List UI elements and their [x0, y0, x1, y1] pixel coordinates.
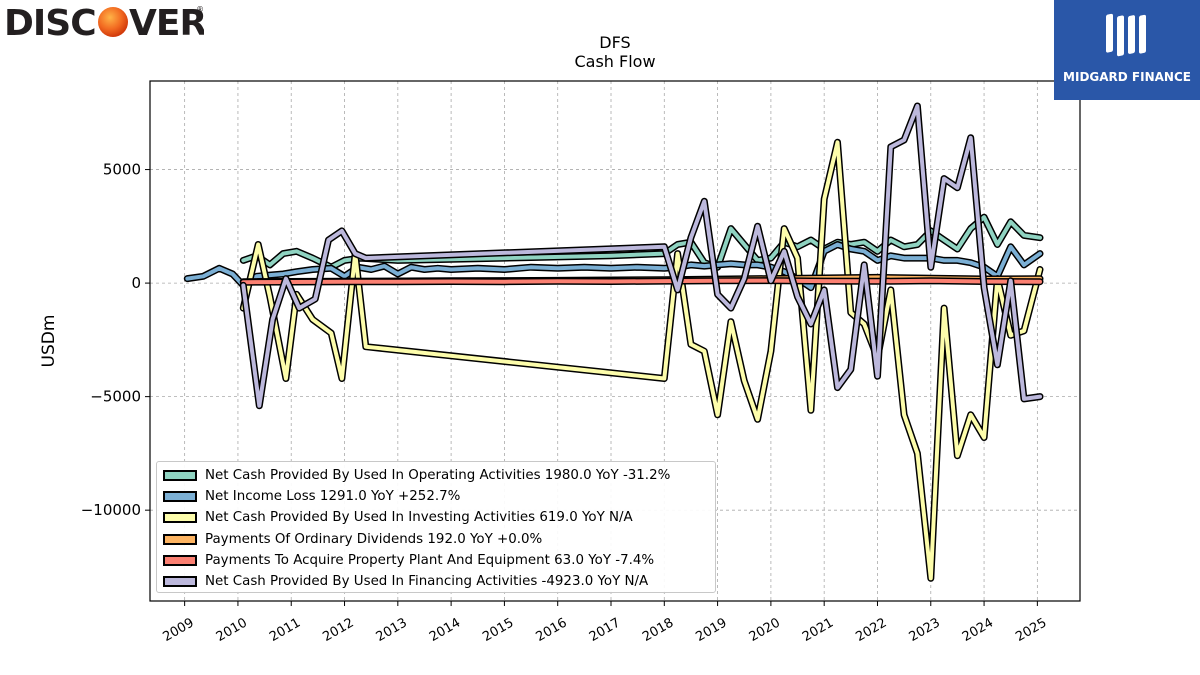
legend-label: Net Income Loss 1291.0 YoY +252.7%: [205, 489, 461, 505]
svg-text:DISC: DISC: [4, 3, 96, 42]
svg-text:VER: VER: [129, 3, 204, 42]
y-tick-label: −10000: [81, 501, 141, 519]
legend-label: Net Cash Provided By Used In Investing A…: [205, 510, 633, 526]
y-tick-label: −5000: [90, 388, 141, 406]
legend-swatch: [163, 491, 197, 503]
series-3-line: [239, 138, 1044, 582]
legend-label: Payments Of Ordinary Dividends 192.0 YoY…: [205, 531, 543, 547]
legend-swatch: [163, 576, 197, 588]
series-5-line: [239, 277, 1044, 286]
series-lines: [183, 102, 1044, 582]
chart-subtitle: Cash Flow: [574, 52, 655, 71]
legend-label: Net Cash Provided By Used In Financing A…: [205, 574, 649, 590]
grid-lines: [150, 81, 1080, 601]
discover-logo-mark: DISC VER ®: [4, 3, 207, 44]
legend-item: Net Income Loss 1291.0 YoY +252.7%: [163, 486, 709, 507]
series-stroke: [241, 104, 1042, 408]
legend-item: Net Cash Provided By Used In Operating A…: [163, 465, 709, 486]
y-tick-label: 0: [131, 274, 141, 292]
legend-swatch: [163, 470, 197, 482]
chart-title: DFS: [599, 33, 630, 52]
series-stroke: [241, 140, 1042, 581]
series-stroke: [241, 215, 1042, 270]
legend-swatch: [163, 533, 197, 545]
discover-logo: DISC VER ®: [4, 2, 207, 44]
midgard-finance-logo: MIDGARD FINANCE: [1054, 0, 1200, 100]
series-stroke: [241, 278, 1042, 285]
svg-text:®: ®: [196, 5, 204, 14]
legend-item: Payments Of Ordinary Dividends 192.0 YoY…: [163, 529, 709, 550]
series-6-line: [239, 102, 1044, 410]
legend-label: Net Cash Provided By Used In Operating A…: [205, 468, 671, 484]
legend-item: Net Cash Provided By Used In Investing A…: [163, 507, 709, 528]
legend-label: Payments To Acquire Property Plant And E…: [205, 552, 655, 568]
series-1-line: [239, 213, 1044, 271]
legend-item: Payments To Acquire Property Plant And E…: [163, 550, 709, 571]
plot-frame: [149, 80, 1081, 602]
midgard-logo-mark: MIDGARD FINANCE: [1063, 13, 1191, 84]
y-tick-label: 5000: [103, 161, 141, 179]
svg-text:MIDGARD FINANCE: MIDGARD FINANCE: [1063, 70, 1191, 84]
chart-legend: Net Cash Provided By Used In Operating A…: [156, 461, 716, 593]
legend-swatch: [163, 554, 197, 566]
legend-item: Net Cash Provided By Used In Financing A…: [163, 571, 709, 592]
y-axis-label: USDm: [39, 315, 59, 368]
legend-swatch: [163, 512, 197, 524]
